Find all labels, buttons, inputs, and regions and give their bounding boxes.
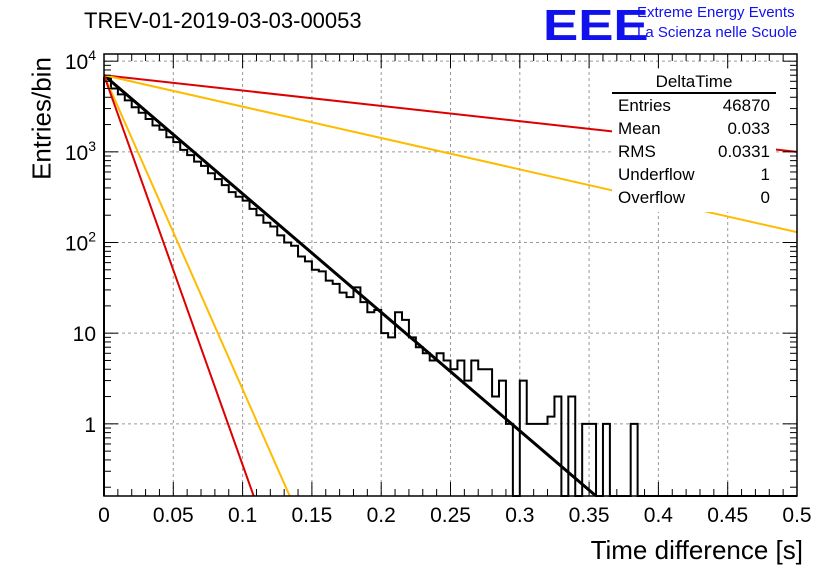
x-tick-label: 0.3	[505, 504, 534, 527]
stats-box: DeltaTime Entries 46870 Mean 0.033 RMS 0…	[612, 72, 776, 212]
stats-label: Underflow	[618, 165, 695, 184]
x-tick-label: 0	[98, 504, 110, 527]
stats-value: 46870	[722, 96, 770, 115]
y-tick-label: 104	[65, 47, 96, 74]
x-tick-label: 0.15	[291, 504, 332, 527]
stats-label: Overflow	[618, 188, 686, 207]
stats-value: 0.033	[727, 119, 770, 138]
y-tick-label: 102	[65, 229, 96, 256]
x-tick-label: 0.2	[367, 504, 396, 527]
stats-label: RMS	[618, 142, 656, 161]
y-axis-label: Entries/bin	[26, 57, 57, 180]
x-tick-label: 0.5	[782, 504, 811, 527]
y-tick-label: 1	[84, 414, 96, 437]
fit-line-3	[104, 74, 291, 496]
stats-value: 1	[760, 165, 770, 184]
stats-value: 0	[760, 188, 770, 207]
fit-line-0	[104, 74, 598, 496]
x-axis-label: Time difference [s]	[590, 535, 803, 565]
stats-label: Mean	[618, 119, 661, 138]
x-tick-label: 0.1	[228, 504, 257, 527]
logo-line-1: Extreme Energy Events	[637, 4, 795, 21]
stats-title: DeltaTime	[612, 72, 776, 94]
logo-line-2: La Scienza nelle Scuole	[637, 24, 798, 41]
plot-title: TREV-01-2019-03-03-00053	[84, 8, 362, 33]
stats-row-overflow: Overflow 0	[612, 186, 776, 209]
stats-label: Entries	[618, 96, 671, 115]
stats-row-mean: Mean 0.033	[612, 117, 776, 140]
x-tick-label: 0.05	[153, 504, 194, 527]
eee-logo: EEE	[543, 1, 649, 50]
x-tick-label: 0.35	[569, 504, 610, 527]
x-tick-label: 0.45	[707, 504, 748, 527]
x-tick-label: 0.25	[430, 504, 471, 527]
fit-line-4	[104, 74, 255, 496]
stats-row-rms: RMS 0.0331	[612, 140, 776, 163]
x-tick-label: 0.4	[644, 504, 674, 527]
y-tick-label: 103	[65, 138, 96, 165]
stats-row-entries: Entries 46870	[612, 94, 776, 117]
y-tick-label: 10	[73, 323, 96, 346]
stats-row-underflow: Underflow 1	[612, 163, 776, 186]
stats-value: 0.0331	[718, 142, 770, 161]
